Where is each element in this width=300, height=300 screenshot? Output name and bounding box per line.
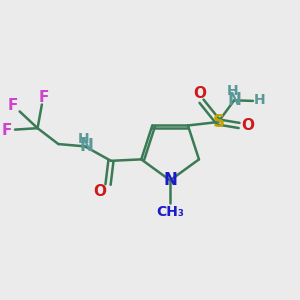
Text: S: S	[212, 113, 224, 131]
Text: N: N	[227, 91, 241, 109]
Text: F: F	[8, 98, 19, 113]
Text: F: F	[38, 90, 49, 105]
Text: O: O	[194, 86, 207, 101]
Text: F: F	[2, 123, 12, 138]
Text: O: O	[93, 184, 106, 199]
Text: H: H	[227, 84, 239, 98]
Text: H: H	[254, 93, 265, 107]
Text: H: H	[78, 132, 89, 146]
Text: N: N	[163, 171, 177, 189]
Text: CH₃: CH₃	[156, 205, 184, 218]
Text: N: N	[80, 137, 93, 155]
Text: O: O	[241, 118, 254, 133]
